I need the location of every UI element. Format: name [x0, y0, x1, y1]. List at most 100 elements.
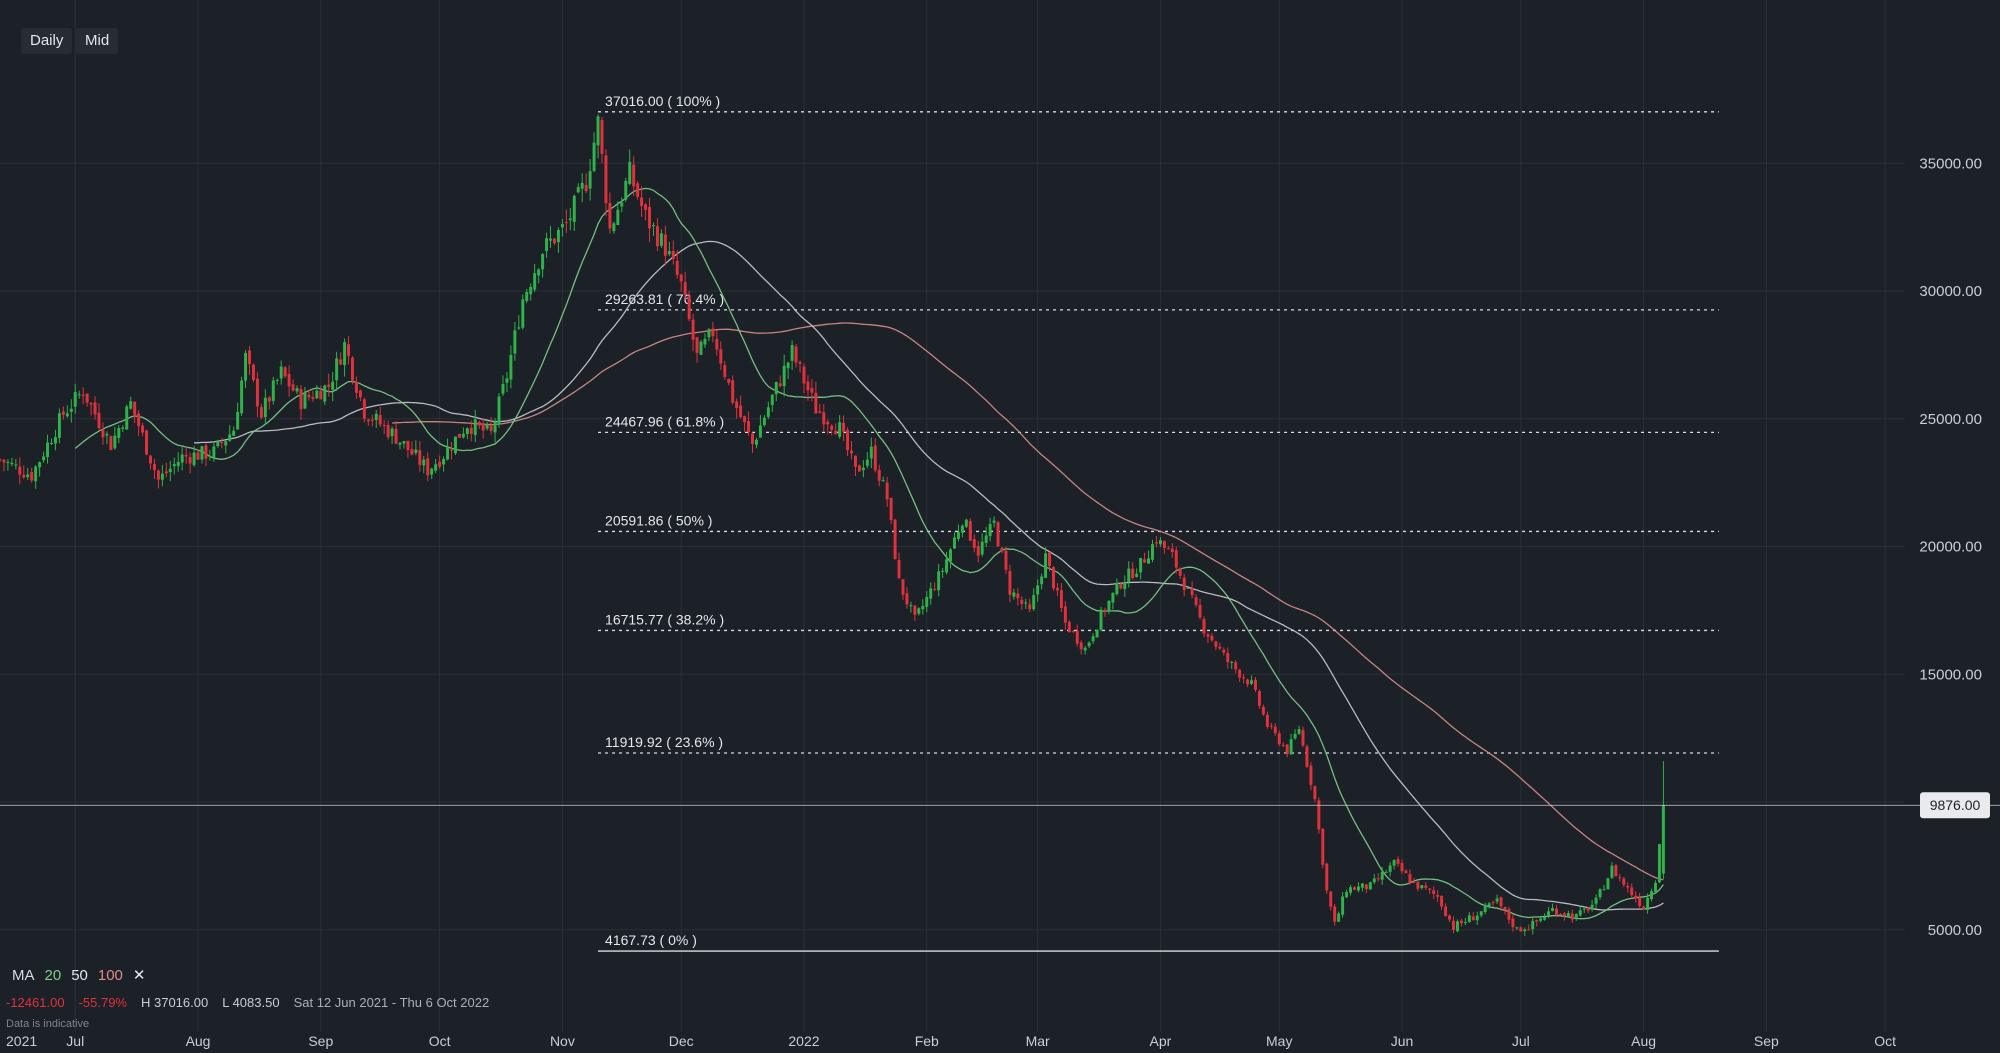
candle-body [707, 329, 711, 338]
candle-body [275, 379, 279, 381]
candle-body [1095, 629, 1099, 638]
candle-body [747, 421, 751, 433]
candle-body [204, 445, 208, 459]
candle-body [1432, 890, 1436, 894]
candle-body [259, 407, 263, 418]
candle-body [1424, 885, 1428, 888]
candle-body [1420, 885, 1424, 889]
candle-body [216, 440, 220, 447]
candle-body [10, 462, 14, 465]
candle-body [1527, 929, 1531, 931]
candle-body [307, 394, 311, 398]
candle-body [699, 341, 703, 355]
candle-body [485, 424, 489, 429]
candle-body [442, 458, 446, 465]
candle-body [378, 415, 382, 425]
candle-body [1040, 576, 1044, 585]
candle-body [1008, 571, 1012, 595]
candle-body [1396, 859, 1400, 864]
candle-body [434, 464, 438, 471]
candle-body [846, 429, 850, 451]
candle-body [1170, 548, 1174, 553]
candle-body [1115, 582, 1119, 595]
candle-body [1463, 922, 1467, 924]
candle-body [382, 424, 386, 426]
candle-body [917, 608, 921, 614]
ma-20-toggle[interactable]: 20 [44, 966, 62, 984]
candle-body [1000, 547, 1004, 552]
candle-body [1091, 636, 1095, 642]
candle-body [1570, 913, 1574, 920]
candle-body [208, 455, 212, 457]
x-tick-label: Nov [550, 1033, 575, 1049]
candle-body [1174, 550, 1178, 568]
fibonacci-retracement[interactable]: 37016.00 ( 100% ) 29263.81 ( 76.4% ) 24467… [598, 93, 1719, 952]
candle-body [905, 593, 909, 605]
candle-body [937, 571, 941, 591]
candle-body [200, 446, 204, 460]
candle-body [727, 378, 731, 383]
x-tick-label: 2022 [788, 1033, 819, 1049]
candle-body [168, 468, 172, 473]
candle-body [65, 413, 69, 417]
candle-body [109, 436, 113, 451]
candle-body [438, 461, 442, 467]
candle-body [1016, 593, 1020, 599]
candle-body [873, 445, 877, 471]
price-type-button[interactable]: Mid [76, 28, 119, 54]
candle-body [180, 454, 184, 463]
candle-body [1329, 891, 1333, 907]
candle-body [552, 238, 556, 244]
interval-button[interactable]: Daily [21, 28, 73, 54]
candle-body [901, 579, 905, 595]
candle-body [580, 182, 584, 189]
candle-body [798, 361, 802, 364]
candle-body [1214, 641, 1218, 647]
candle-body [30, 472, 34, 481]
candle-body [826, 421, 830, 425]
date-range: Sat 12 Jun 2021 - Thu 6 Oct 2022 [293, 995, 490, 1010]
candle-body [968, 521, 972, 541]
candle-body [1158, 540, 1162, 545]
candle-body [319, 390, 323, 400]
high-value: H 37016.00 [140, 995, 209, 1010]
candle-body [347, 344, 351, 357]
low-value: L 4083.50 [222, 995, 280, 1010]
candle-body [933, 588, 937, 590]
candle-body [343, 342, 347, 366]
candle-body [564, 222, 568, 224]
candle-body [766, 407, 770, 417]
candle-body [1131, 568, 1135, 579]
candle-body [251, 364, 255, 380]
close-icon[interactable]: ✕ [132, 967, 146, 984]
candle-body [786, 362, 790, 369]
x-tick-label: May [1266, 1033, 1292, 1049]
candle-body [941, 570, 945, 572]
candle-body [1388, 865, 1392, 872]
candle-body [81, 394, 85, 397]
candle-body [1250, 680, 1254, 684]
candle-body [453, 436, 457, 454]
ma-50-toggle[interactable]: 50 [71, 966, 88, 984]
candle-body [1380, 871, 1384, 880]
candle-body [1341, 896, 1345, 915]
candle-body [1269, 725, 1273, 727]
candle-body [323, 385, 327, 402]
fib-level-label: 16715.77 ( 38.2% ) [605, 611, 724, 627]
ma-100-toggle[interactable]: 100 [97, 966, 123, 984]
candle-body [1515, 927, 1519, 929]
candle-body [1111, 592, 1115, 603]
candle-body [469, 427, 473, 434]
ma-label[interactable]: MA [12, 966, 35, 984]
candle-body [1135, 573, 1139, 577]
candle-body [327, 384, 331, 387]
candle-body [960, 525, 964, 533]
candle-body [366, 419, 370, 422]
candle-body [156, 470, 160, 480]
candle-body [857, 465, 861, 472]
candle-body [604, 155, 608, 204]
candle-body [1368, 882, 1372, 890]
x-tick-label: Feb [915, 1033, 939, 1049]
candles[interactable] [0, 114, 1665, 937]
